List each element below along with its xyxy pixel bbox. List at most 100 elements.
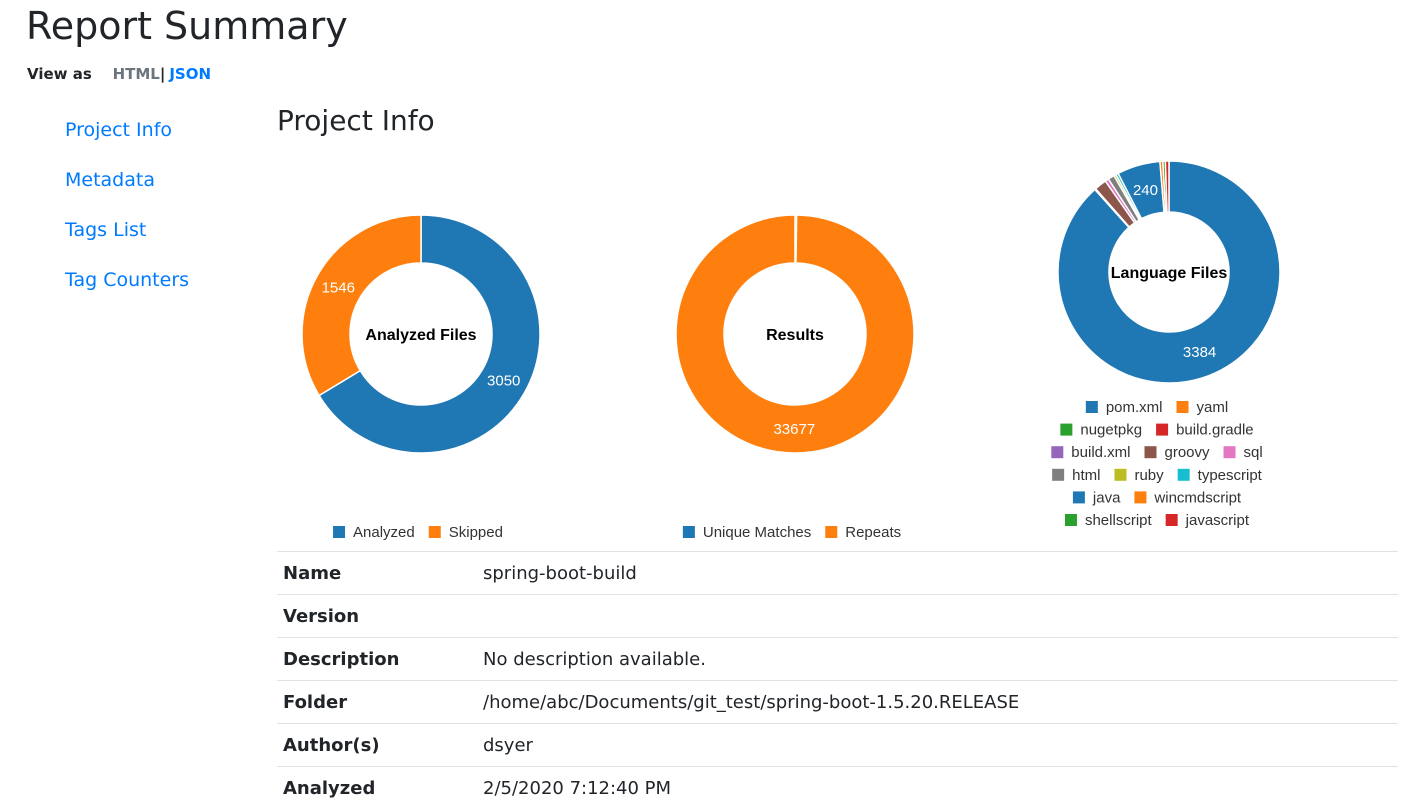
legend-item-sql[interactable]: sql (1223, 444, 1263, 461)
slice-unique-matches[interactable] (794, 214, 798, 264)
chart-title: Results (766, 327, 824, 344)
legend-item-repeats[interactable]: Repeats (825, 524, 901, 541)
slice-groovy[interactable] (1094, 179, 1136, 229)
legend-item-wincmdscript[interactable]: wincmdscript (1134, 489, 1242, 506)
legend-swatch (1052, 468, 1065, 481)
legend-item-html[interactable]: html (1052, 467, 1100, 484)
legend-swatch (428, 526, 441, 538)
legend-label: wincmdscript (1153, 489, 1242, 506)
legend-swatch (1177, 468, 1190, 481)
legend-label: Analyzed (353, 524, 415, 541)
legend-label: shellscript (1085, 512, 1153, 529)
row-label-version: Version (283, 605, 360, 627)
legend-swatch (1223, 446, 1236, 459)
sidebar-item-metadata[interactable]: Metadata (65, 169, 155, 191)
data-label-skipped: 1546 (322, 279, 355, 296)
legend-item-yaml[interactable]: yaml (1176, 399, 1229, 416)
legend-item-pom-xml[interactable]: pom.xml (1085, 399, 1163, 416)
legend-label: yaml (1197, 399, 1229, 416)
legend-swatch (1114, 468, 1127, 481)
slice-html[interactable] (1107, 174, 1141, 223)
legend-label: typescript (1198, 467, 1263, 484)
html-view-link[interactable]: HTML (112, 65, 160, 83)
slice-sql[interactable] (1104, 177, 1138, 224)
legend-item-ruby[interactable]: ruby (1114, 467, 1164, 484)
legend-swatch (1176, 401, 1189, 413)
table-row: Author(s) dsyer (277, 723, 1398, 767)
legend-item-javascript[interactable]: javascript (1165, 512, 1250, 529)
legend-label: ruby (1134, 467, 1164, 484)
legend-label: build.xml (1071, 444, 1130, 461)
legend-swatch (1072, 491, 1085, 504)
view-as-bar: View as HTML| JSON (27, 65, 211, 83)
legend-item-typescript[interactable]: typescript (1177, 467, 1263, 484)
row-value-folder: /home/abc/Documents/git_test/spring-boot… (483, 691, 1020, 713)
legend-label: javascript (1185, 512, 1250, 529)
legend-item-groovy[interactable]: groovy (1144, 444, 1210, 461)
row-value-analyzed: 2/5/2020 7:12:40 PM (483, 777, 672, 799)
legend-swatch (1144, 446, 1157, 459)
slice-analyzed[interactable] (318, 214, 541, 454)
chart-title: Analyzed Files (365, 327, 476, 344)
slice-repeats[interactable] (675, 214, 915, 454)
view-as-label: View as (27, 65, 92, 83)
legend-item-skipped[interactable]: Skipped (428, 524, 503, 541)
legend-label: java (1092, 489, 1121, 506)
json-view-link[interactable]: JSON (169, 65, 212, 83)
section-title: Project Info (277, 104, 435, 137)
legend-label: Unique Matches (703, 524, 811, 541)
legend-swatch (333, 526, 346, 538)
legend-label: Skipped (449, 524, 503, 541)
slice-java[interactable] (1117, 160, 1165, 220)
slice-nugetpkg[interactable] (1093, 187, 1131, 229)
slice-build-gradle[interactable] (1094, 187, 1131, 229)
legend-swatch (825, 526, 838, 538)
legend-item-unique-matches[interactable]: Unique Matches (682, 524, 811, 541)
data-label-java: 240 (1133, 182, 1158, 199)
legend-item-analyzed[interactable]: Analyzed (333, 524, 415, 541)
legend-label: groovy (1164, 444, 1210, 461)
slice-ruby[interactable] (1112, 173, 1142, 221)
legend-swatch (682, 526, 695, 538)
row-value-authors: dsyer (483, 734, 533, 756)
legend-item-java[interactable]: java (1072, 489, 1121, 506)
slice-shellscript[interactable] (1162, 160, 1168, 213)
row-value-description: No description available. (483, 648, 706, 670)
donut-chart-results: 33677 Results Unique Matches Repeats (675, 214, 915, 541)
donut-chart-analyzed-files: 3050 1546 Analyzed Files Analyzed Skipped (301, 214, 541, 541)
legend-label: sql (1244, 444, 1263, 461)
slice-skipped[interactable] (301, 214, 422, 397)
project-info-table: Name spring-boot-build Version Descripti… (277, 551, 1398, 810)
legend-label: build.gradle (1176, 422, 1254, 439)
slice-build-xml[interactable] (1094, 187, 1131, 229)
legend-label: Repeats (845, 524, 901, 541)
table-row: Analyzed 2/5/2020 7:12:40 PM (277, 766, 1398, 810)
legend-label: nugetpkg (1080, 422, 1142, 439)
row-label-folder: Folder (283, 691, 348, 713)
page-title: Report Summary (26, 4, 348, 48)
legend-item-build-gradle[interactable]: build.gradle (1156, 422, 1254, 439)
legend-label: html (1072, 467, 1100, 484)
slice-typescript[interactable] (1114, 172, 1143, 221)
slice-wincmdscript[interactable] (1159, 160, 1167, 214)
legend-item-build-xml[interactable]: build.xml (1051, 444, 1130, 461)
sidebar-item-tags-list[interactable]: Tags List (65, 219, 147, 241)
table-row: Description No description available. (277, 637, 1398, 681)
slice-javascript[interactable] (1164, 160, 1170, 213)
donut-chart-language-files: 3384 240 Language Files pom.xml yaml nugetpkg… (1051, 160, 1281, 529)
row-value-name: spring-boot-build (483, 562, 637, 584)
legend-item-nugetpkg[interactable]: nugetpkg (1060, 422, 1142, 439)
slice-yaml[interactable] (1093, 188, 1131, 229)
legend-label: pom.xml (1106, 399, 1163, 416)
row-value-version (483, 595, 1398, 638)
sidebar-item-project-info[interactable]: Project Info (65, 119, 173, 141)
sidebar-item-tag-counters[interactable]: Tag Counters (65, 269, 190, 291)
legend-swatch (1060, 423, 1073, 436)
slice-pom-xml[interactable] (1057, 160, 1281, 384)
row-label-description: Description (283, 648, 400, 670)
row-label-authors: Author(s) (283, 734, 380, 756)
table-row: Version (277, 594, 1398, 638)
view-separator: | (159, 65, 166, 83)
legend-item-shellscript[interactable]: shellscript (1064, 512, 1153, 529)
table-row: Name spring-boot-build (277, 551, 1398, 595)
